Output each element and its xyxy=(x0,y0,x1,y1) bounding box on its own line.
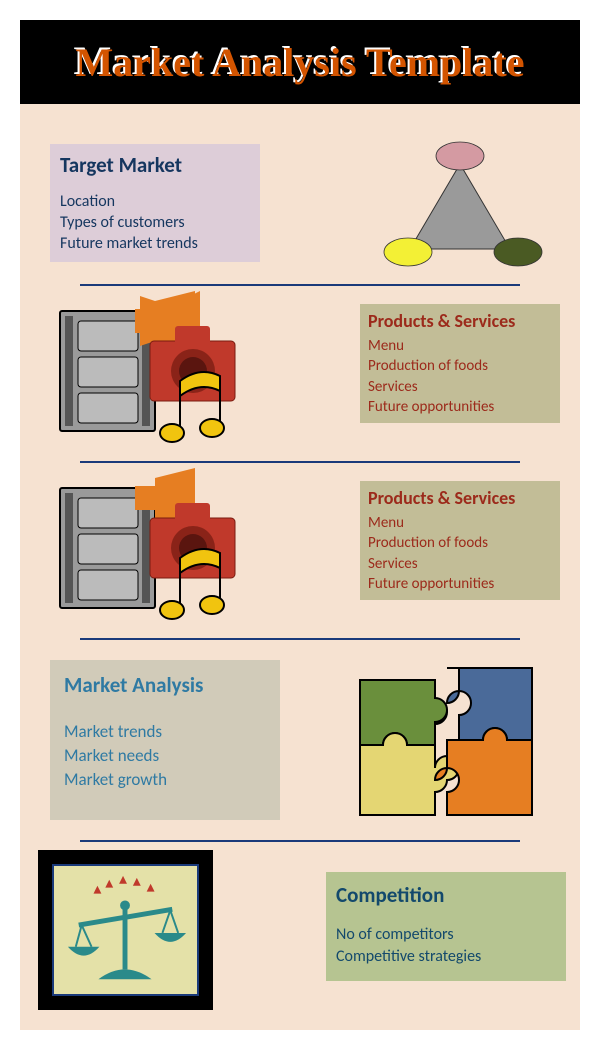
products-heading: Products & Services xyxy=(368,487,552,509)
analysis-heading: Market Analysis xyxy=(64,672,266,698)
title-bar: Market Analysis Template Market Analysis… xyxy=(20,20,580,104)
triangle-diagram-icon xyxy=(370,134,550,274)
products-item: Future opportunities xyxy=(368,397,552,417)
section-products-2: Products & Services Menu Production of f… xyxy=(20,463,580,638)
competition-item: Competitive strategies xyxy=(336,946,556,968)
puzzle-icon xyxy=(350,660,550,830)
page: Market Analysis Template Market Analysis… xyxy=(20,20,580,1030)
target-item: Location xyxy=(60,192,250,213)
target-item: Future market trends xyxy=(60,234,250,255)
competition-heading: Competition xyxy=(336,882,556,908)
analysis-item: Market trends xyxy=(64,720,266,744)
balance-scale-icon xyxy=(54,866,197,994)
products-item: Menu xyxy=(368,513,552,533)
analysis-item: Market growth xyxy=(64,768,266,792)
analysis-box: Market Analysis Market trends Market nee… xyxy=(50,660,280,820)
target-item: Types of customers xyxy=(60,213,250,234)
products-item: Production of foods xyxy=(368,356,552,376)
media-icon xyxy=(50,468,280,628)
scale-frame xyxy=(38,850,213,1010)
analysis-item: Market needs xyxy=(64,744,266,768)
competition-item: No of competitors xyxy=(336,924,556,946)
section-competition: Competition No of competitors Competitiv… xyxy=(20,842,580,1032)
section-market-analysis: Market Analysis Market trends Market nee… xyxy=(20,640,580,840)
products-box-1: Products & Services Menu Production of f… xyxy=(360,304,560,423)
target-heading: Target Market xyxy=(60,152,250,178)
target-market-box: Target Market Location Types of customer… xyxy=(50,144,260,262)
section-products-1: Products & Services Menu Production of f… xyxy=(20,286,580,461)
competition-box: Competition No of competitors Competitiv… xyxy=(326,872,566,981)
section-target-market: Target Market Location Types of customer… xyxy=(20,104,580,284)
products-box-2: Products & Services Menu Production of f… xyxy=(360,481,560,600)
products-item: Future opportunities xyxy=(368,574,552,594)
products-item: Services xyxy=(368,554,552,574)
media-icon xyxy=(50,291,280,451)
page-title: Market Analysis Template Market Analysis… xyxy=(76,39,525,86)
scale-graphic xyxy=(52,864,199,996)
products-heading: Products & Services xyxy=(368,310,552,332)
products-item: Menu xyxy=(368,336,552,356)
products-item: Production of foods xyxy=(368,533,552,553)
products-item: Services xyxy=(368,377,552,397)
